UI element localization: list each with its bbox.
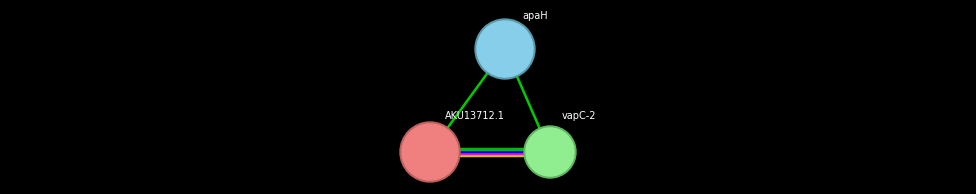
Text: vapC-2: vapC-2	[562, 111, 596, 121]
Ellipse shape	[477, 21, 533, 77]
Ellipse shape	[402, 124, 458, 180]
Ellipse shape	[524, 126, 576, 178]
Ellipse shape	[475, 19, 535, 79]
Text: apaH: apaH	[522, 11, 548, 21]
Text: AKU13712.1: AKU13712.1	[445, 111, 505, 121]
Ellipse shape	[400, 122, 460, 182]
Ellipse shape	[526, 128, 574, 176]
